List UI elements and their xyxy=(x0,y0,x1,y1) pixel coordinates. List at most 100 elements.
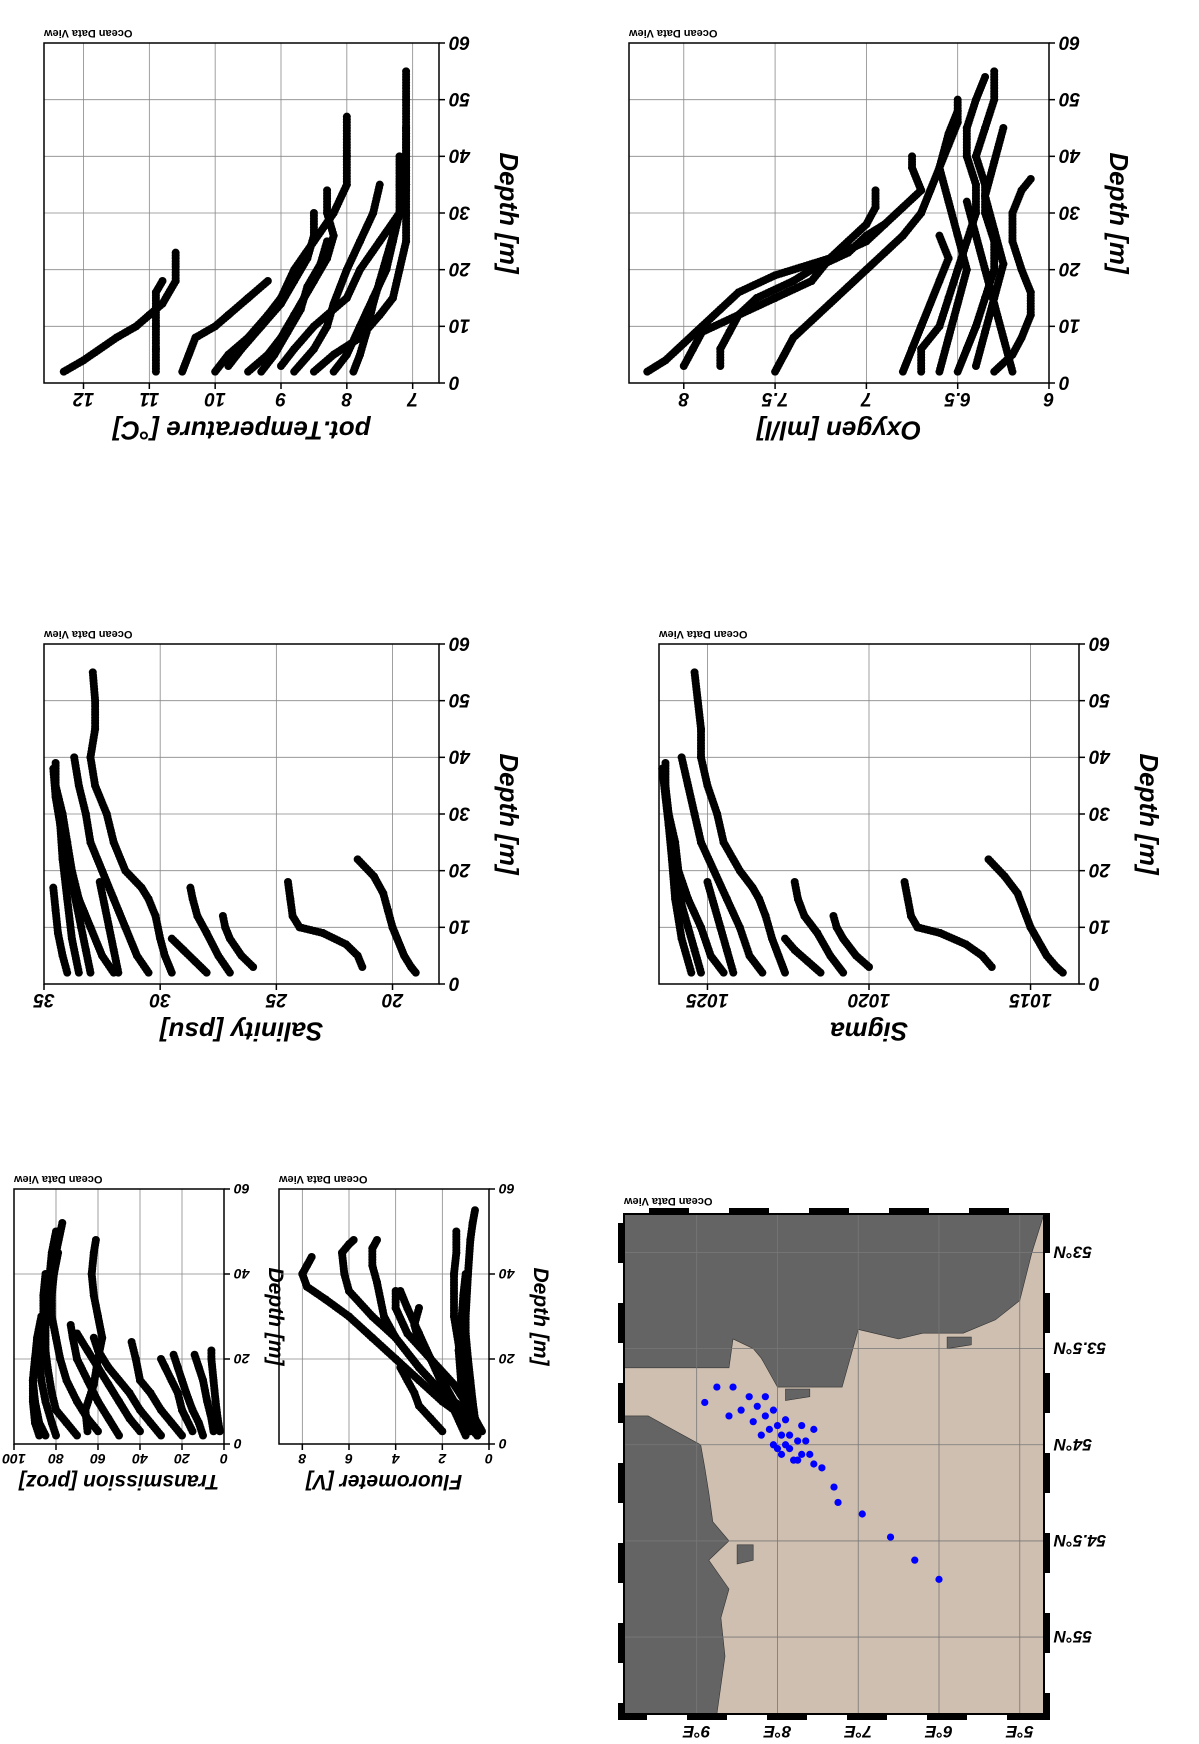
sigma-point xyxy=(900,878,909,886)
salinity-point xyxy=(283,878,292,886)
fluorometer-ytick-label: 20 xyxy=(499,1351,516,1367)
transmission-xlabel: Transmission [proz] xyxy=(18,1470,219,1493)
oxygen-points xyxy=(643,67,1035,376)
salinity-point xyxy=(63,855,72,864)
fluorometer-xtick-label: 4 xyxy=(392,1451,401,1467)
sigma-points xyxy=(658,668,1067,977)
transmission-point xyxy=(58,1219,67,1227)
temperature-xtick-label: 12 xyxy=(73,388,95,409)
fluorometer-point xyxy=(373,1236,381,1244)
temperature-xlabel: pot.Temperature [°C] xyxy=(111,416,371,446)
salinity-points xyxy=(49,668,420,977)
sigma-ytick-label: 0 xyxy=(1089,972,1100,993)
fluorometer-ytick-label: 0 xyxy=(499,1436,507,1452)
salinity-point xyxy=(49,764,58,773)
salinity-profile-3 xyxy=(186,883,234,977)
temperature-xtick-label: 11 xyxy=(139,388,159,409)
fluorometer-xtick-label: 6 xyxy=(345,1451,353,1467)
oxygen-profile-0 xyxy=(643,152,926,376)
temperature-xtick-label: 8 xyxy=(341,388,352,409)
temperature-ytick-label: 50 xyxy=(449,88,471,109)
salinity-watermark: Ocean Data View xyxy=(44,628,133,640)
salinity-ytick-label: 10 xyxy=(449,916,471,937)
sigma-profile-0 xyxy=(984,855,1067,977)
sigma-ytick-label: 40 xyxy=(1089,746,1112,767)
salinity-profile-10 xyxy=(63,855,95,977)
transmission-profile-2 xyxy=(169,1350,207,1440)
oxygen-point xyxy=(908,152,917,161)
fluorometer-point xyxy=(307,1253,316,1261)
temperature-ytick-label: 40 xyxy=(449,145,472,166)
temperature-point xyxy=(323,186,332,195)
sigma-watermark: Ocean Data View xyxy=(659,628,748,640)
transmission-profile-1 xyxy=(190,1350,218,1436)
transmission-points xyxy=(28,1219,224,1440)
temperature-points xyxy=(59,67,411,376)
sigma-point xyxy=(790,878,799,886)
fluorometer-point xyxy=(349,1236,358,1244)
salinity-profile-9 xyxy=(95,878,123,977)
salinity-xlabel: Salinity [psu] xyxy=(159,1017,324,1047)
fluorometer-point xyxy=(452,1227,461,1236)
transmission-xtick-label: 60 xyxy=(90,1451,106,1467)
temperature-point xyxy=(402,124,411,132)
temperature-profile-5 xyxy=(277,67,411,370)
transmission-point xyxy=(89,1333,98,1342)
temperature-ytick-label: 60 xyxy=(449,31,471,52)
sigma-point xyxy=(829,912,838,920)
transmission-profile-4 xyxy=(127,1338,186,1440)
oxygen-point xyxy=(953,95,962,104)
salinity-ytick-label: 20 xyxy=(449,859,472,880)
salinity-point xyxy=(95,878,104,886)
salinity-xtick-label: 20 xyxy=(382,989,405,1010)
salinity-profile-11 xyxy=(49,883,72,977)
transmission-profile-12 xyxy=(28,1312,46,1440)
salinity-xtick-label: 30 xyxy=(149,989,171,1010)
salinity-ytick-label: 40 xyxy=(449,746,472,767)
salinity-profile-5 xyxy=(86,668,176,977)
sigma-point xyxy=(677,753,686,762)
sigma-xlabel: Sigma xyxy=(830,1017,908,1047)
fluorometer-ytick-label: 60 xyxy=(499,1181,515,1197)
salinity-ytick-label: 60 xyxy=(449,632,471,653)
transmission-frame xyxy=(13,1188,225,1445)
salinity-point xyxy=(70,753,79,762)
fluorometer-xtick-label: 0 xyxy=(485,1451,493,1467)
oxygen-point xyxy=(981,73,990,81)
fluorometer-point xyxy=(396,1363,405,1372)
transmission-point xyxy=(91,1236,100,1244)
sigma-point xyxy=(667,855,676,864)
fluorometer-ytick-label: 40 xyxy=(499,1266,516,1282)
temperature-profile-1 xyxy=(151,277,167,376)
salinity-point xyxy=(88,668,97,677)
temperature-profile-8 xyxy=(224,209,318,370)
temperature-ytick-label: 30 xyxy=(449,201,471,222)
temperature-profile-0 xyxy=(59,248,180,376)
transmission-point xyxy=(52,1227,60,1236)
temperature-point xyxy=(395,152,404,161)
transmission-point xyxy=(190,1350,199,1359)
salinity-profile-4 xyxy=(167,934,211,977)
oxygen-profile-2 xyxy=(716,220,889,370)
salinity-point xyxy=(353,855,362,864)
sigma-point xyxy=(781,934,789,943)
transmission-watermark: Ocean Data View xyxy=(14,1173,103,1185)
temperature-ytick-label: 20 xyxy=(449,258,472,279)
fluorometer-watermark: Ocean Data View xyxy=(279,1173,368,1185)
fluorometer-point xyxy=(461,1270,470,1278)
transmission-xtick-label: 20 xyxy=(174,1451,191,1467)
temperature-xtick-label: 9 xyxy=(275,388,286,409)
temperature-point xyxy=(402,186,411,195)
temperature-point xyxy=(375,180,384,189)
oxygen-profile-1 xyxy=(679,186,880,370)
sigma-profile-1 xyxy=(900,878,996,971)
salinity-ylabel: Depth [m] xyxy=(494,753,524,876)
oxygen-point xyxy=(1026,175,1035,183)
salinity-ytick-label: 0 xyxy=(449,972,460,993)
transmission-xtick-label: 80 xyxy=(48,1451,64,1467)
